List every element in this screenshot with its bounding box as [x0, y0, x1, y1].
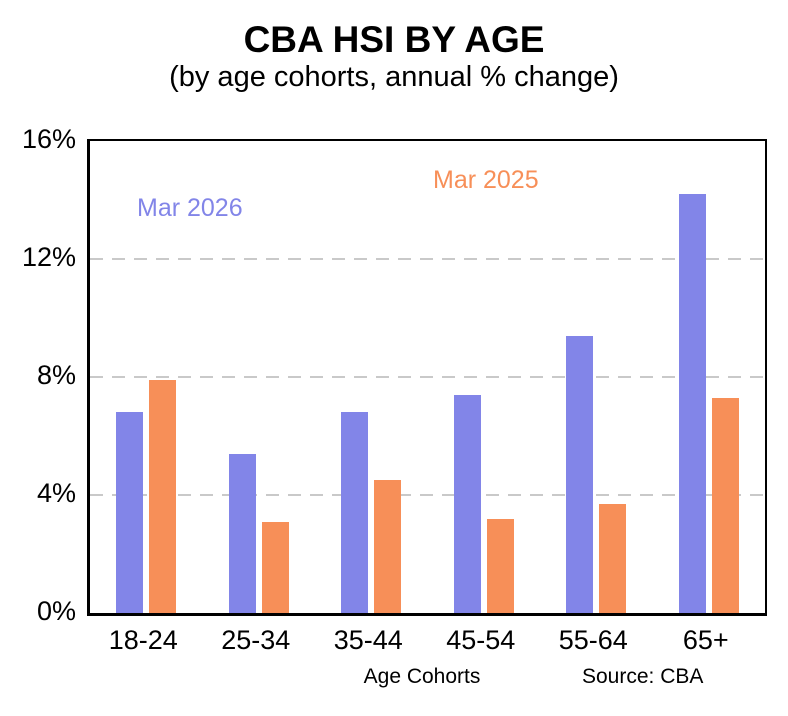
gridline-4pct: [90, 494, 765, 496]
y-tick-0pct: 0%: [36, 596, 76, 626]
bar-mar-2025-25-34: [261, 521, 289, 613]
bar-mar-2025-35-44: [374, 480, 402, 613]
bar-mar-2026-65+: [678, 194, 706, 613]
x-tick-25-34: 25-34: [221, 625, 291, 655]
x-axis-title: Age Cohorts: [363, 665, 481, 688]
bar-mar-2025-65+: [711, 397, 739, 613]
bar-mar-2026-35-44: [341, 412, 369, 613]
gridline-8pct: [90, 376, 765, 378]
x-tick-55-64: 55-64: [558, 625, 628, 655]
x-tick-35-44: 35-44: [333, 625, 403, 655]
source-note: Source: CBA: [582, 665, 704, 688]
plot-area: [87, 139, 767, 616]
bar-mar-2026-55-64: [566, 335, 594, 613]
bar-mar-2026-25-34: [228, 453, 256, 613]
bar-mar-2026-45-54: [453, 394, 481, 613]
x-tick-45-54: 45-54: [446, 625, 516, 655]
y-tick-12pct: 12%: [21, 242, 76, 272]
y-tick-4pct: 4%: [36, 478, 76, 508]
chart-title: CBA HSI BY AGE: [243, 19, 545, 60]
x-tick-18-24: 18-24: [108, 625, 178, 655]
gridline-12pct: [90, 258, 765, 260]
legend-label-mar-2026: Mar 2026: [137, 194, 243, 222]
legend-label-mar-2025: Mar 2025: [433, 166, 539, 194]
bar-mar-2025-45-54: [486, 518, 514, 613]
y-tick-16pct: 16%: [21, 124, 76, 154]
y-tick-8pct: 8%: [36, 360, 76, 390]
bar-mar-2025-55-64: [599, 503, 627, 613]
chart-subtitle: (by age cohorts, annual % change): [169, 61, 619, 93]
bar-mar-2025-18-24: [149, 379, 177, 613]
bar-mar-2026-18-24: [116, 412, 144, 613]
x-tick-65+: 65+: [682, 625, 729, 655]
